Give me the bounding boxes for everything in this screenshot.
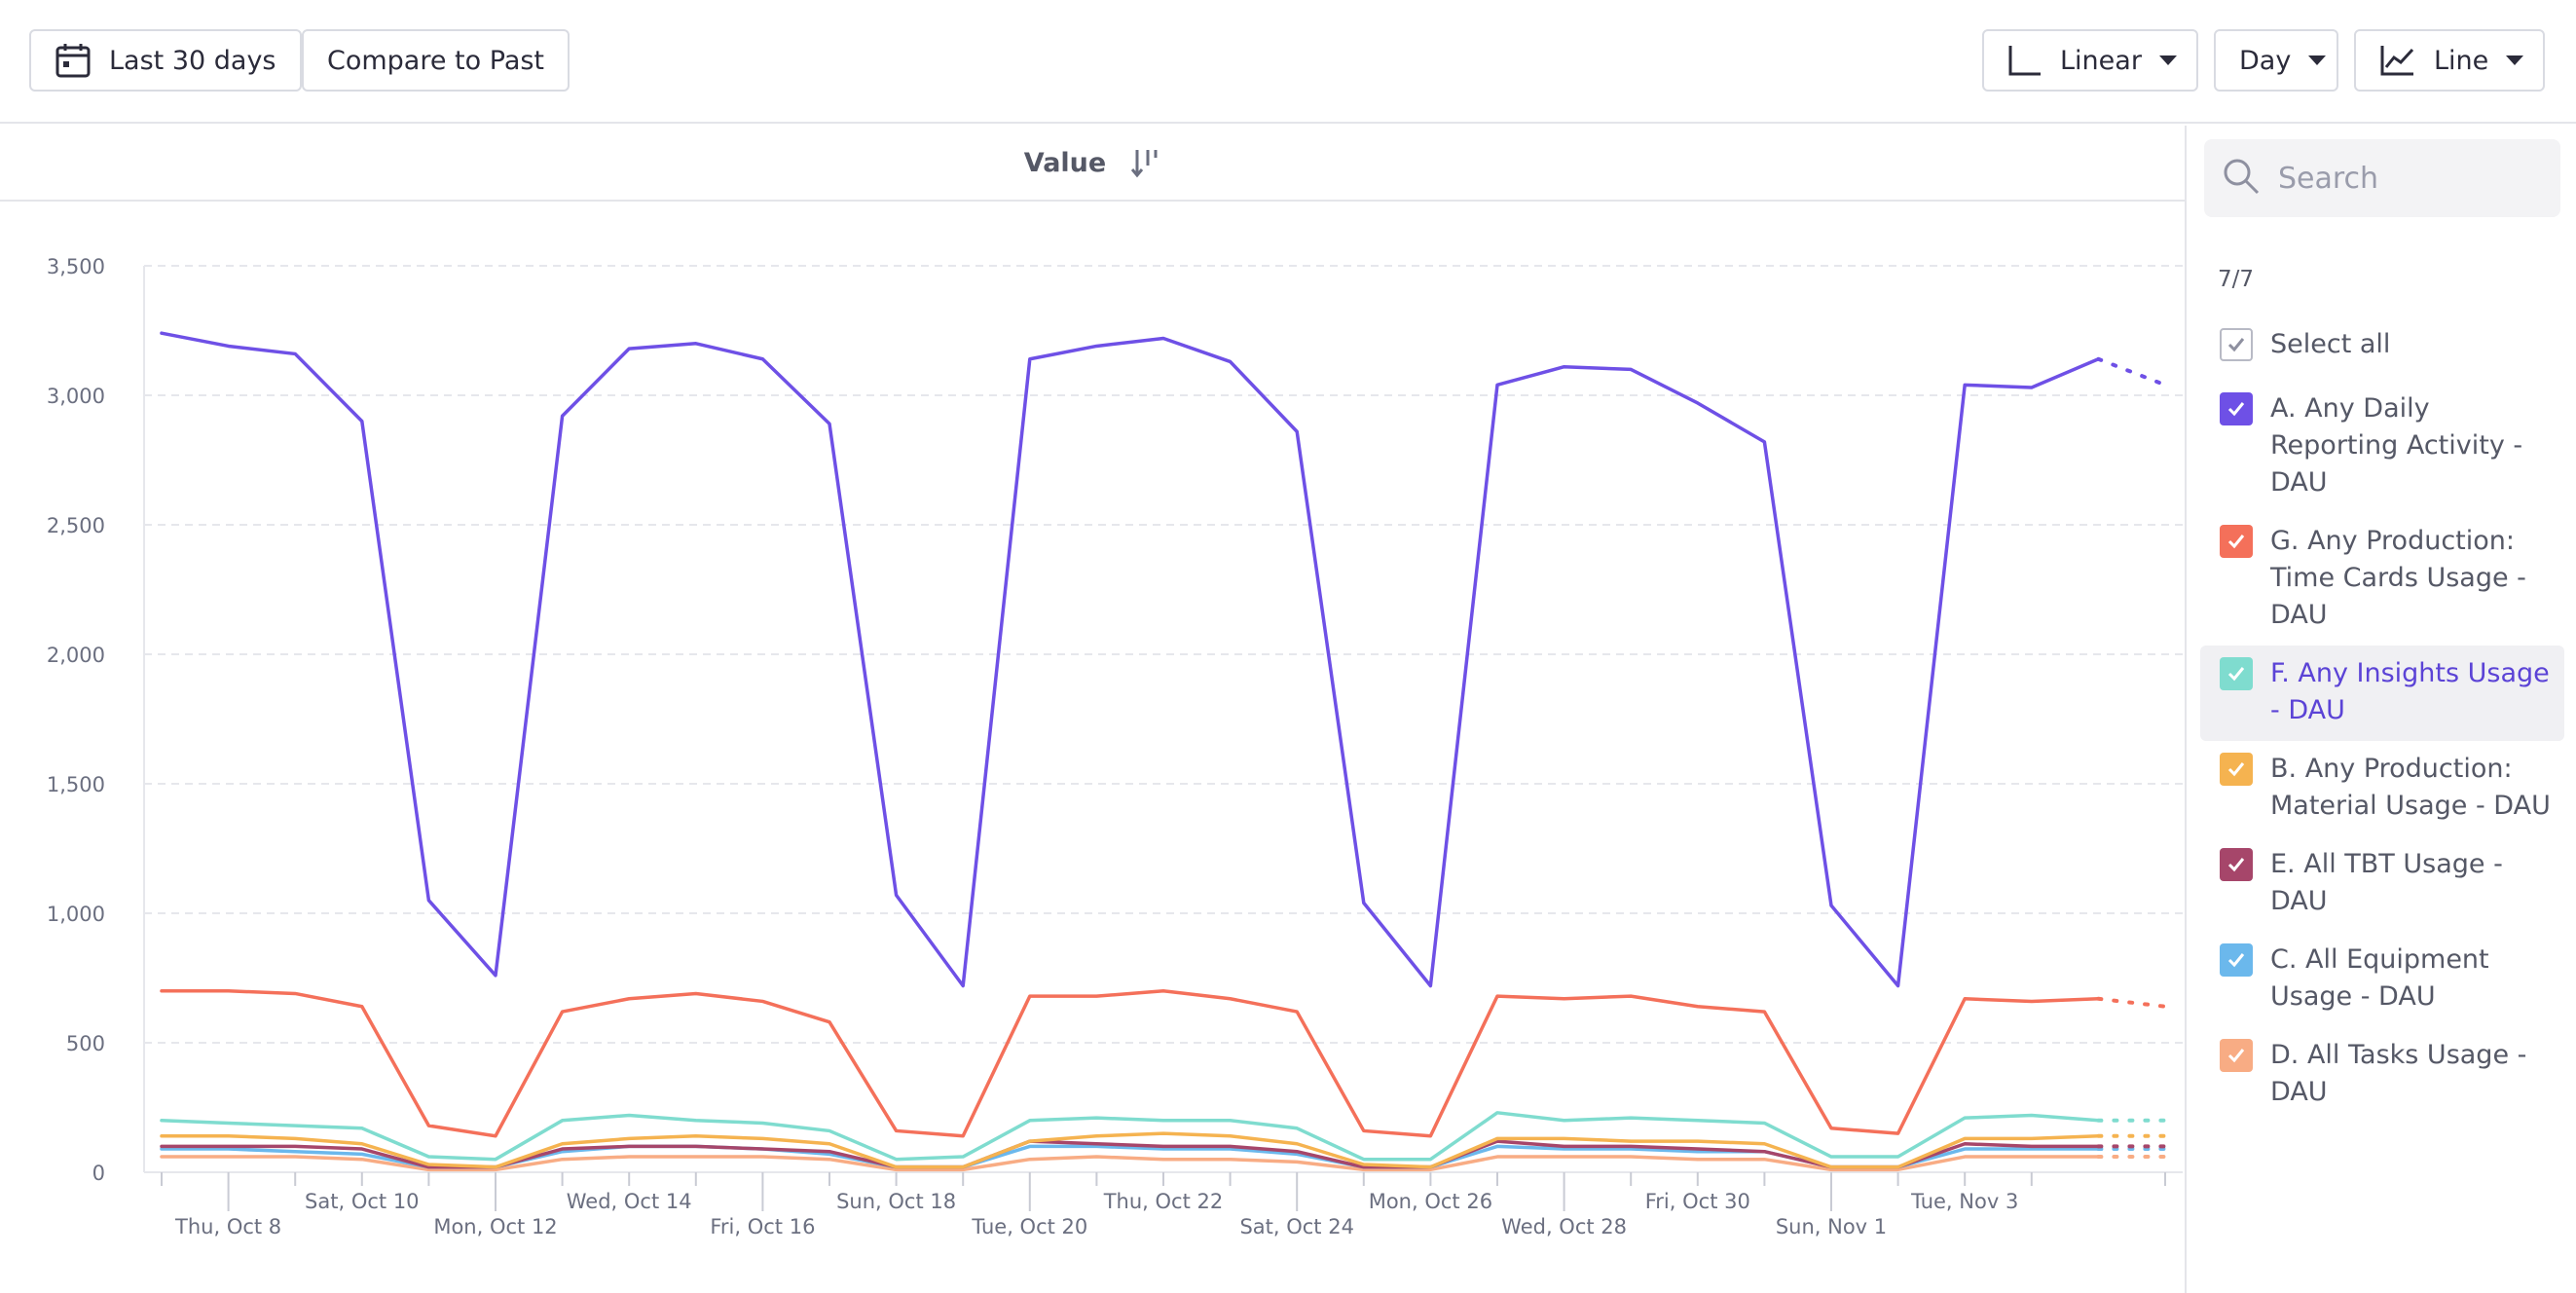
x-tick-label: Mon, Oct 12 (433, 1215, 557, 1238)
select-all-label: Select all (2270, 329, 2391, 359)
x-tick-label: Fri, Oct 16 (710, 1215, 815, 1238)
date-range-button[interactable]: Last 30 days (29, 29, 302, 92)
sort-icon[interactable] (1131, 146, 1160, 179)
legend-item[interactable]: F. Any Insights Usage - DAU (2200, 646, 2564, 741)
x-tick-label: Mon, Oct 26 (1369, 1190, 1492, 1213)
legend-label: C. All Equipment Usage - DAU (2270, 944, 2489, 1012)
checkbox[interactable] (2220, 392, 2253, 425)
search-box[interactable] (2204, 139, 2560, 217)
legend-list: Select all A. Any Daily Reporting Activi… (2200, 320, 2564, 1123)
x-tick-label: Wed, Oct 28 (1501, 1215, 1627, 1238)
y-tick-label: 2,500 (47, 514, 105, 537)
x-tick-label: Thu, Oct 8 (174, 1215, 281, 1238)
chevron-down-icon (2158, 55, 2177, 65)
date-range-label: Last 30 days (109, 45, 276, 76)
search-icon (2222, 157, 2261, 200)
legend-panel: 7/7 Select all A. Any Daily Reporting Ac… (2185, 126, 2576, 1293)
series-line (160, 331, 2101, 988)
calendar-icon (55, 42, 92, 79)
x-tick-label: Sat, Oct 24 (1239, 1215, 1354, 1238)
chart-type-label: Line (2434, 45, 2489, 76)
series-partial-segment (2096, 356, 2167, 388)
series-line (160, 1155, 2101, 1172)
legend-item[interactable]: B. Any Production: Material Usage - DAU (2200, 741, 2564, 836)
scale-label: Linear (2060, 45, 2142, 76)
legend-item[interactable]: C. All Equipment Usage - DAU (2200, 932, 2564, 1027)
legend-item[interactable]: G. Any Production: Time Cards Usage - DA… (2200, 513, 2564, 646)
legend-label: A. Any Daily Reporting Activity - DAU (2270, 393, 2523, 498)
y-tick-label: 1,000 (47, 903, 105, 926)
line-chart[interactable]: 0 500 1,000 1,500 2,000 2,500 3,000 3,500 Thu, O… (0, 126, 2185, 1293)
y-tick-label: 2,000 (47, 644, 105, 667)
x-tick-label: Fri, Oct 30 (1645, 1190, 1750, 1213)
checkbox[interactable] (2220, 657, 2253, 690)
line-chart-icon (2379, 44, 2416, 77)
compare-label: Compare to Past (327, 45, 545, 76)
checkbox[interactable] (2220, 753, 2253, 786)
legend-label: E. All TBT Usage - DAU (2270, 849, 2503, 916)
chevron-down-icon (2506, 55, 2524, 65)
series-line (160, 989, 2101, 1138)
x-tick-label: Sun, Oct 18 (836, 1190, 956, 1213)
series-line (160, 1111, 2101, 1162)
x-tick-label: Wed, Oct 14 (567, 1190, 692, 1213)
interval-label: Day (2239, 45, 2292, 76)
legend-item[interactable]: E. All TBT Usage - DAU (2200, 836, 2564, 932)
chart-column-header: Value (0, 126, 2185, 202)
x-tick-label: Sat, Oct 10 (305, 1190, 420, 1213)
select-all-checkbox[interactable]: Select all (2200, 320, 2564, 381)
chart-panel: Value 0 500 1,000 1,500 2,000 2,500 3,000 3,500… (0, 126, 2185, 1293)
legend-label: F. Any Insights Usage - DAU (2270, 658, 2550, 725)
checkbox[interactable] (2220, 525, 2253, 558)
legend-label: G. Any Production: Time Cards Usage - DA… (2270, 526, 2526, 630)
checkbox[interactable] (2220, 1039, 2253, 1072)
scale-dropdown[interactable]: Linear (1982, 29, 2198, 92)
y-tick-label: 3,000 (47, 385, 105, 408)
x-tick-label: Tue, Oct 20 (971, 1215, 1087, 1238)
interval-dropdown[interactable]: Day (2214, 29, 2338, 92)
series-partial-segment (2096, 996, 2167, 1009)
chart-type-dropdown[interactable]: Line (2354, 29, 2545, 92)
legend-item[interactable]: D. All Tasks Usage - DAU (2200, 1027, 2564, 1123)
checkbox[interactable] (2220, 328, 2253, 361)
toolbar: Last 30 days Compare to Past Linear Day … (0, 0, 2576, 124)
y-tick-label: 0 (92, 1162, 105, 1185)
x-tick-label: Thu, Oct 22 (1103, 1190, 1224, 1213)
value-column-label: Value (1023, 147, 1107, 178)
y-tick-label: 500 (66, 1032, 105, 1055)
checkbox[interactable] (2220, 943, 2253, 977)
search-input[interactable] (2278, 161, 2541, 196)
y-tick-label: 1,500 (47, 773, 105, 796)
compare-to-past-button[interactable]: Compare to Past (302, 29, 570, 92)
checkbox[interactable] (2220, 848, 2253, 881)
axis-scale-icon (2007, 44, 2042, 77)
x-tick-label: Sun, Nov 1 (1776, 1215, 1887, 1238)
series-line (160, 1131, 2101, 1169)
legend-item[interactable]: A. Any Daily Reporting Activity - DAU (2200, 381, 2564, 513)
legend-label: D. All Tasks Usage - DAU (2270, 1040, 2527, 1107)
chevron-down-icon (2308, 55, 2327, 65)
selection-count: 7/7 (2218, 267, 2255, 292)
x-tick-label: Tue, Nov 3 (1910, 1190, 2018, 1213)
legend-label: B. Any Production: Material Usage - DAU (2270, 754, 2551, 821)
y-tick-label: 3,500 (47, 255, 105, 278)
